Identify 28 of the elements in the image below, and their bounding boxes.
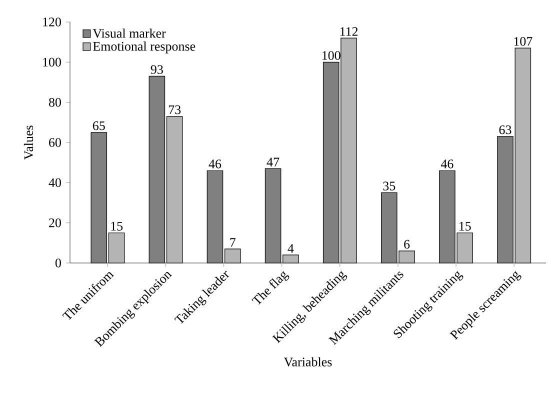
data-label: 35: [383, 182, 396, 190]
y-tick-label: 60: [49, 138, 61, 147]
y-tick-label: 100: [43, 58, 61, 67]
legend-label: Emotional response: [93, 42, 196, 54]
data-label: 4: [288, 244, 294, 253]
data-label: 112: [340, 27, 358, 36]
y-tick-label: 20: [49, 218, 61, 228]
data-label: 15: [111, 222, 123, 231]
data-label: 46: [208, 160, 222, 168]
data-label: 107: [514, 37, 532, 46]
y-tick-label: 0: [55, 258, 61, 268]
y-axis-title: Values: [24, 126, 34, 160]
x-tick-label: The flag: [252, 270, 290, 305]
data-label: 63: [499, 125, 512, 134]
data-label: 93: [150, 65, 163, 74]
y-tick-label: 120: [43, 18, 61, 26]
data-label: 6: [404, 240, 410, 249]
data-label: 7: [230, 238, 236, 247]
y-tick-label: 40: [48, 178, 61, 188]
data-label: 47: [266, 158, 280, 166]
y-tick-label: 80: [48, 98, 61, 107]
x-axis-title: Variables: [284, 357, 332, 366]
data-label: 73: [168, 105, 181, 114]
legend-label: Visual marker: [92, 28, 166, 38]
data-label: 46: [440, 160, 454, 168]
data-label: 15: [460, 222, 471, 231]
data-label: 65: [92, 121, 105, 130]
data-label: 100: [322, 51, 340, 60]
